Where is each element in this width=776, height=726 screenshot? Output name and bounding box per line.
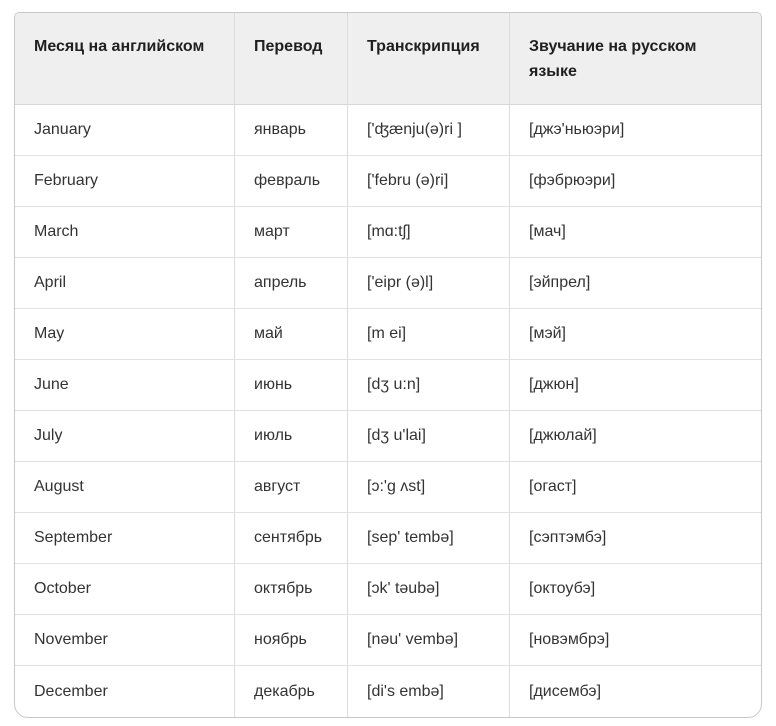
cell-month: November [15,615,234,666]
cell-month: May [15,309,234,360]
cell-transcription: ['ʤænju(ə)ri ] [347,105,509,156]
cell-month: June [15,360,234,411]
cell-transcription: ['eipr (ə)l] [347,258,509,309]
cell-month: March [15,207,234,258]
table-row: February февраль ['febru (ə)ri] [фэбрюэр… [15,156,761,207]
cell-transcription: [ɔ:'g ʌst] [347,462,509,513]
cell-transcription: [dʒ u:n] [347,360,509,411]
column-header-translation: Перевод [234,13,347,105]
months-table: Месяц на английском Перевод Транскрипция… [15,13,761,717]
cell-transcription: [mɑ:tʃ] [347,207,509,258]
cell-transcription: ['febru (ə)ri] [347,156,509,207]
cell-translation: июнь [234,360,347,411]
cell-russian-sound: [огаст] [509,462,761,513]
cell-translation: октябрь [234,564,347,615]
table-row: November ноябрь [nəu' vembə] [новэмбрэ] [15,615,761,666]
table-row: April апрель ['eipr (ə)l] [эйпрел] [15,258,761,309]
table-row: September сентябрь [sep' tembə] [сэптэмб… [15,513,761,564]
months-table-container: Месяц на английском Перевод Транскрипция… [14,12,762,718]
table-row: July июль [dʒ u'lai] [джюлай] [15,411,761,462]
cell-month: October [15,564,234,615]
cell-month: December [34,682,108,700]
header-row: Месяц на английском Перевод Транскрипция… [15,13,761,105]
cell-transcription: [sep' tembə] [347,513,509,564]
table-row: March март [mɑ:tʃ] [мач] [15,207,761,258]
table-row: August август [ɔ:'g ʌst] [огаст] [15,462,761,513]
cell-translation: сентябрь [234,513,347,564]
cell-translation: январь [234,105,347,156]
cell-russian-sound: [джюн] [509,360,761,411]
cell-translation: май [234,309,347,360]
cell-russian-sound: [октоубэ] [509,564,761,615]
cell-month: September [15,513,234,564]
column-header-russian-sound: Звучание на русском языке [509,13,761,105]
cell-russian-sound: [фэбрюэри] [509,156,761,207]
table-row: May май [m ei] [мэй] [15,309,761,360]
cell-transcription: [ɔk' təubə] [347,564,509,615]
table-row: December декабрь [di's embə] [дисембэ] [15,666,761,717]
cell-month: February [15,156,234,207]
table-row: October октябрь [ɔk' təubə] [октоубэ] [15,564,761,615]
cell-transcription: [di's embə] [347,666,509,717]
cell-russian-sound: [мач] [509,207,761,258]
cell-translation: июль [234,411,347,462]
cell-month: January [15,105,234,156]
cell-transcription: [nəu' vembə] [347,615,509,666]
column-header-month-english: Месяц на английском [15,13,234,105]
table-row: January январь ['ʤænju(ə)ri ] [джэ'ньюэр… [15,105,761,156]
table-row: June июнь [dʒ u:n] [джюн] [15,360,761,411]
cell-translation: март [234,207,347,258]
cell-russian-sound: [новэмбрэ] [509,615,761,666]
cell-translation: февраль [234,156,347,207]
cell-russian-sound: [сэптэмбэ] [509,513,761,564]
cell-translation: ноябрь [234,615,347,666]
cell-russian-sound: [мэй] [509,309,761,360]
cell-translation: декабрь [234,666,347,717]
cell-russian-sound: [джэ'ньюэри] [509,105,761,156]
cell-month: August [15,462,234,513]
cell-translation: апрель [234,258,347,309]
cell-russian-sound: [эйпрел] [509,258,761,309]
cell-russian-sound: [джюлай] [509,411,761,462]
cell-transcription: [dʒ u'lai] [347,411,509,462]
cell-month: July [15,411,234,462]
cell-russian-sound: [дисембэ] [509,666,761,717]
cell-transcription: [m ei] [347,309,509,360]
column-header-transcription: Транскрипция [347,13,509,105]
cell-translation: август [234,462,347,513]
cell-month: April [15,258,234,309]
